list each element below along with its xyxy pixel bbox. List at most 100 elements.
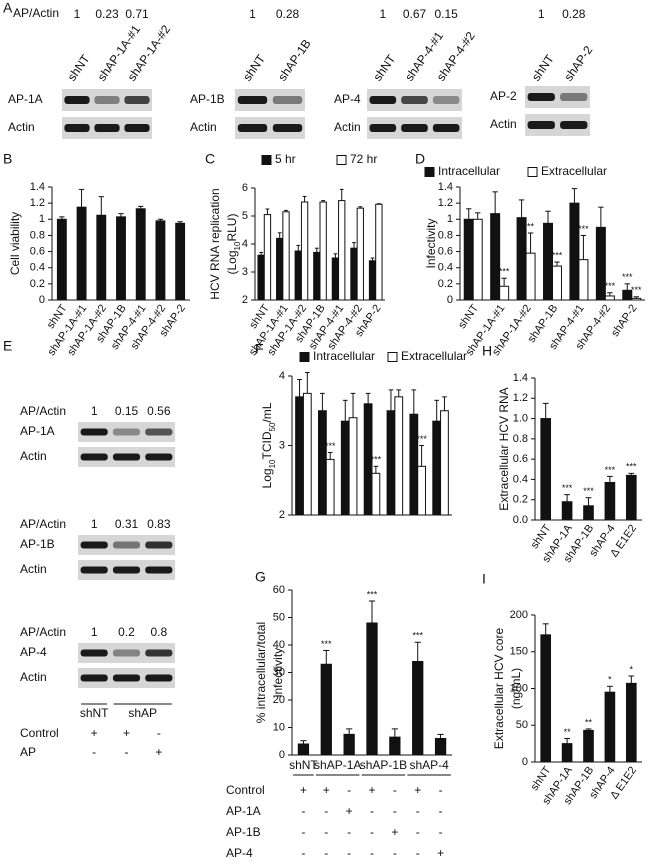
row-label: AP-4 xyxy=(334,92,361,106)
bar xyxy=(583,729,594,763)
condition-mark: + xyxy=(414,783,421,797)
group-label: shAP-4 xyxy=(409,758,449,772)
legend-label: 72 hr xyxy=(350,152,377,166)
legend-label: 5 hr xyxy=(275,152,296,166)
bar xyxy=(318,410,327,516)
condition-mark: - xyxy=(324,846,328,860)
legend-label: Extracellular xyxy=(401,349,467,363)
y-tick-label: 0.2 xyxy=(438,278,453,290)
significance: *** xyxy=(583,486,594,496)
error-bar xyxy=(391,728,398,738)
condition-mark: + xyxy=(91,726,98,740)
bar xyxy=(389,736,401,756)
ratio: 1 xyxy=(538,7,545,21)
error-bar xyxy=(527,232,534,254)
condition-mark: - xyxy=(157,726,161,740)
significance: *** xyxy=(367,589,378,599)
significance: ** xyxy=(527,221,535,231)
blot xyxy=(78,643,175,663)
y-axis-label-part: Cell viability xyxy=(8,212,22,275)
bar xyxy=(257,254,265,301)
y-axis-label-part: Extracellular HCV core xyxy=(492,627,506,749)
y-tick-label: 0 xyxy=(279,749,285,761)
error-bar xyxy=(414,641,421,662)
error-bar xyxy=(542,402,549,419)
y-axis-label: (Log10RLU) xyxy=(225,214,241,275)
error-bar xyxy=(492,191,498,214)
panel-letter: A xyxy=(3,0,13,16)
ratio: 0.28 xyxy=(562,7,586,21)
bar xyxy=(569,202,580,301)
condition-label: AP-4 xyxy=(226,846,253,860)
y-axis-label-part: /mL xyxy=(260,402,274,422)
blot xyxy=(235,89,305,111)
row-label: AP-4 xyxy=(20,645,47,659)
ratio: 0.8 xyxy=(150,625,167,639)
row-label: AP-1B xyxy=(190,92,225,106)
error-bar xyxy=(320,392,325,411)
ratio: 0.71 xyxy=(125,7,149,21)
bar xyxy=(463,218,474,301)
ratio-label: AP/Actin xyxy=(13,6,59,20)
y-tick-label: 0.6 xyxy=(30,245,45,257)
error-bar xyxy=(607,685,613,693)
bar xyxy=(135,208,146,301)
band xyxy=(80,649,108,657)
error-bar xyxy=(624,283,630,291)
bar xyxy=(297,743,310,756)
error-bar xyxy=(633,296,639,299)
bar xyxy=(320,663,332,756)
y-tick-label: 1.4 xyxy=(30,181,45,193)
condition-label: AP-1A xyxy=(226,804,261,818)
error-bar xyxy=(585,728,592,731)
bar xyxy=(440,410,449,516)
bar xyxy=(282,211,290,301)
row-label: Actin xyxy=(190,120,217,134)
ratio: 1 xyxy=(249,7,256,21)
row-label: AP-1A xyxy=(20,424,55,438)
y-tick-label: 2 xyxy=(279,509,285,521)
error-bar xyxy=(118,213,124,217)
y-tick-label: 1.4 xyxy=(513,372,528,384)
bar xyxy=(604,691,616,763)
bar xyxy=(155,220,166,301)
error-bar xyxy=(277,232,282,239)
error-bar xyxy=(300,740,307,744)
bar xyxy=(540,634,552,763)
condition-mark: + xyxy=(155,745,162,759)
ratio-label: AP/Actin xyxy=(20,404,66,418)
y-tick-label: 0 xyxy=(447,294,453,306)
y-tick-label: 4 xyxy=(242,238,248,250)
condition-mark: - xyxy=(416,846,420,860)
error-bar xyxy=(434,399,440,422)
y-tick-label: 0.8 xyxy=(438,229,453,241)
error-bar xyxy=(607,475,613,483)
bar xyxy=(625,474,637,521)
ratio: 0.2 xyxy=(118,625,135,639)
group-label: shNT xyxy=(289,758,318,772)
error-bar xyxy=(501,277,507,287)
x-tick-label: shNT xyxy=(456,302,481,331)
error-bar xyxy=(321,200,326,202)
panel-letter: E xyxy=(3,338,12,354)
condition-mark: - xyxy=(347,825,351,839)
lane-label: shNT xyxy=(65,51,93,83)
lane-label: shNT xyxy=(240,51,268,83)
error-bar xyxy=(284,209,288,212)
band xyxy=(401,96,428,104)
band xyxy=(432,96,460,104)
error-bar xyxy=(323,650,330,665)
y-tick-label: 1.4 xyxy=(438,181,453,193)
error-bar xyxy=(346,728,353,735)
band xyxy=(145,453,173,461)
error-bar xyxy=(518,199,525,218)
condition-mark: - xyxy=(370,825,374,839)
condition-mark: - xyxy=(370,804,374,818)
ratio: 0.31 xyxy=(115,517,139,531)
bar xyxy=(583,505,594,521)
y-tick-label: 0.4 xyxy=(30,262,45,274)
error-bar xyxy=(554,261,560,267)
y-tick-label: 50 xyxy=(516,719,528,731)
bar xyxy=(295,396,304,516)
significance: *** xyxy=(321,639,332,649)
